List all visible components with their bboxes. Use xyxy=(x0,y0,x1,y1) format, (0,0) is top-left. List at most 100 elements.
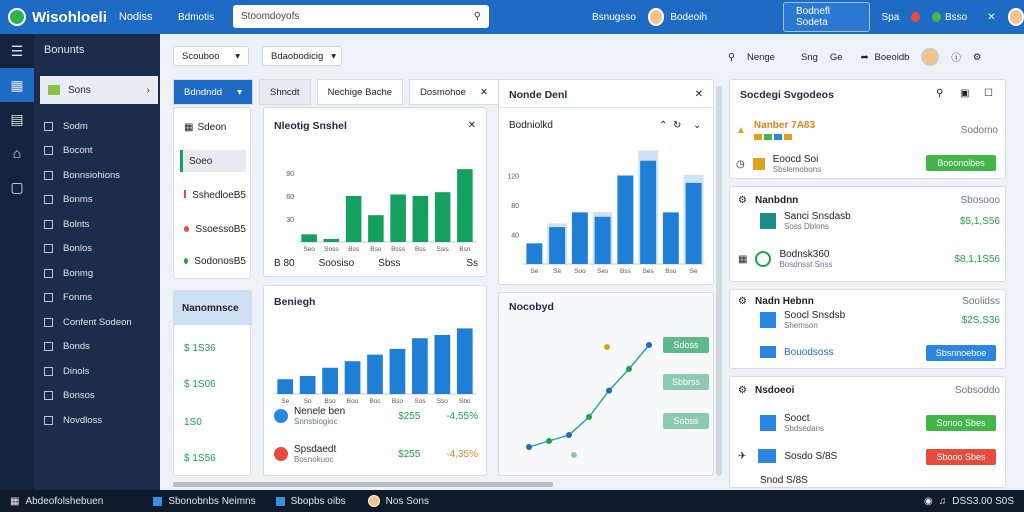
sidebar-item-3[interactable]: Bonnsiohions xyxy=(34,163,160,188)
chart-4-label-3[interactable]: Sobss xyxy=(663,413,709,429)
grid-icon[interactable]: ▦ xyxy=(0,68,34,102)
sidebar-item-2[interactable]: Bocont xyxy=(34,139,160,164)
pin-icon[interactable]: ➦ xyxy=(860,51,869,63)
left-list-item-2[interactable]: Sshedloe B5 xyxy=(184,190,246,201)
close-icon[interactable]: ✕ xyxy=(694,89,703,100)
sidebar-item-4[interactable]: Bonms xyxy=(34,188,160,213)
nav-link[interactable]: Bdmotis xyxy=(178,11,215,23)
bar xyxy=(594,216,611,264)
rp-row-11[interactable]: ✈ Sosdo S/8S xyxy=(738,449,837,463)
tab-label: Shncdt xyxy=(270,86,300,98)
filter-right-a[interactable]: Nenge xyxy=(746,51,775,63)
filter-dropdown-2[interactable]: Bdaobodicig ▾ xyxy=(262,46,342,66)
bar xyxy=(549,227,566,264)
close-icon[interactable]: ✕ xyxy=(467,120,476,131)
filter-right-c[interactable]: Ge xyxy=(829,51,843,63)
row-name: Sosdo S/8S xyxy=(784,450,838,462)
bar xyxy=(277,379,294,394)
rp-row-9[interactable]: ⚙ Nsdoeoi Sobsoddo xyxy=(738,385,1000,396)
sidebar-item-5[interactable]: Bolnts xyxy=(34,212,160,237)
sidebar-item-12[interactable]: Bonsos xyxy=(34,384,160,409)
top-pill[interactable]: Bodnefl Sodeta xyxy=(783,2,870,32)
tab-3[interactable]: Nechige Bache xyxy=(316,79,404,105)
rp-row-3[interactable]: ⚙ Nanbdnn Sbosooo xyxy=(738,195,1000,206)
volume-icon[interactable]: ♫ xyxy=(938,495,947,507)
lock-icon[interactable]: ☐ xyxy=(984,88,993,99)
x-tick-label: Sso xyxy=(437,398,449,405)
wifi-icon[interactable]: ◉ xyxy=(924,495,933,507)
rp-row-10[interactable]: Sooct Sbdsedans xyxy=(760,413,824,433)
left-list-item-1[interactable]: Soeo xyxy=(180,150,246,172)
link-b[interactable]: Bodeoih xyxy=(670,11,708,23)
h-scrollbar[interactable] xyxy=(173,482,553,487)
tab-1[interactable]: Bdndndd ▾ xyxy=(173,79,253,105)
chevron-up-icon[interactable]: ⌃ xyxy=(659,120,668,131)
task-b[interactable]: Sbopbs oibs xyxy=(275,496,346,507)
chart-4-label-2[interactable]: Sbbrss xyxy=(663,374,709,390)
clipboard-icon[interactable]: ▢ xyxy=(10,178,24,195)
profile-avatar[interactable] xyxy=(1007,8,1024,26)
search-icon[interactable]: ⚲ xyxy=(728,51,735,63)
refresh-icon[interactable]: ↻ xyxy=(673,120,682,131)
bar xyxy=(434,192,451,242)
left-list-item-3[interactable]: Ssoesso B5 xyxy=(184,224,246,235)
sidebar-item-7[interactable]: Bonmg xyxy=(34,261,160,286)
rp-row-4[interactable]: Sanci Snsdasb Soss Dblons $5,1,S56 xyxy=(760,211,1000,231)
sidebar-item-9[interactable]: Confent Sodeon xyxy=(34,310,160,335)
search-icon[interactable]: ⚲ xyxy=(473,11,481,22)
gear-icon[interactable]: ⚙ xyxy=(972,51,982,63)
tab-4[interactable]: Dosmohoe ✕ xyxy=(409,79,500,105)
stat-change: -4,35% xyxy=(446,448,478,460)
sidebar-item-8[interactable]: Fonms xyxy=(34,286,160,311)
copy-icon[interactable]: ▣ xyxy=(960,88,970,99)
rp-row-5[interactable]: ▦ Bodnsk360 Bosdnsst Snss $8,1,1S56 xyxy=(738,249,1000,269)
item-icon xyxy=(44,293,53,303)
rp-row-12[interactable]: Snod S/8S xyxy=(760,475,808,486)
rp-row-6[interactable]: ⚙ Nadn Hebnn Soolidss xyxy=(738,296,1000,307)
stat-name: Spsdaedt xyxy=(294,444,337,455)
chevron-down-icon[interactable]: ⌄ xyxy=(693,120,702,131)
task-c[interactable]: Nos Sons xyxy=(367,495,429,507)
user-avatar[interactable] xyxy=(647,8,665,26)
sidebar-selected[interactable]: Sons › xyxy=(40,76,158,104)
close-icon[interactable]: ✕ xyxy=(987,11,996,23)
sidebar-item-10[interactable]: Bonds xyxy=(34,335,160,360)
rp-button-2[interactable]: Sbsnnoeboe xyxy=(926,345,996,361)
link-a[interactable]: Bsnugsso xyxy=(592,11,636,23)
info-icon[interactable]: ⓘ xyxy=(951,53,961,64)
menu-icon: ▦ xyxy=(184,122,194,133)
stat-row-1[interactable]: Nenele ben Snnsbiogioc $255 -4,55% xyxy=(274,406,478,426)
x-tick-label: Se xyxy=(530,268,538,275)
rp-row-8[interactable]: Bouodsoss xyxy=(760,346,833,358)
chart-3-svg: 40 80 120 Se Se Soo Ses Bss Ses Bso Se xyxy=(507,150,705,275)
user-avatar[interactable] xyxy=(921,48,940,66)
filter-right-b[interactable]: Sng xyxy=(800,51,818,63)
tab-2[interactable]: Shncdt xyxy=(259,79,311,105)
chart-4-label-1[interactable]: Sdoss xyxy=(663,337,709,353)
left-list-item-4[interactable]: Sodonos B5 xyxy=(184,256,246,267)
sidebar-item-11[interactable]: Dinols xyxy=(34,359,160,384)
menu-icon[interactable]: ☰ xyxy=(10,42,24,59)
filter-dropdown-1[interactable]: Scouboo ▾ xyxy=(173,46,249,66)
briefcase-icon[interactable]: ▤ xyxy=(10,110,24,127)
close-icon[interactable]: ✕ xyxy=(480,86,489,98)
sidebar-item-1[interactable]: Sodm xyxy=(34,114,160,139)
sidebar-item-6[interactable]: Bonlos xyxy=(34,237,160,262)
rp-button-3[interactable]: Sonoo Sbes xyxy=(926,415,996,431)
rp-button-1[interactable]: Booonoibes xyxy=(926,155,996,171)
logo[interactable]: Wisohloeli Nodiss xyxy=(0,8,170,26)
rp-row-2[interactable]: ◷ Eoocd Soi Sbslemobons xyxy=(736,154,998,174)
v-scrollbar[interactable] xyxy=(716,86,722,476)
filter-right-d[interactable]: Boeoidb xyxy=(874,51,910,63)
stat-row-2[interactable]: Spsdaedt Bosnokuoc $255 -4,35% xyxy=(274,444,478,464)
left-list-title: ▦ Sdeon xyxy=(184,122,226,133)
task-a[interactable]: Sbonobnbs Neimns xyxy=(153,496,256,507)
sidebar-item-13[interactable]: Novdloss xyxy=(34,408,160,433)
start-button[interactable]: ▦ Abdeofolshebuen xyxy=(10,496,103,507)
rp-button-4[interactable]: Sbooo Sbes xyxy=(926,449,996,465)
rp-row-1[interactable]: ▲ Nanber 7A83 Sodomo xyxy=(736,120,998,140)
search-input[interactable]: Stoomdoyofs ⚲ xyxy=(233,5,489,28)
rp-row-7[interactable]: Soocl Snsdsb Shemson $2S,S36 xyxy=(760,310,1000,330)
search-icon[interactable]: ⚲ xyxy=(936,88,944,99)
home-icon[interactable]: ⌂ xyxy=(12,145,22,161)
